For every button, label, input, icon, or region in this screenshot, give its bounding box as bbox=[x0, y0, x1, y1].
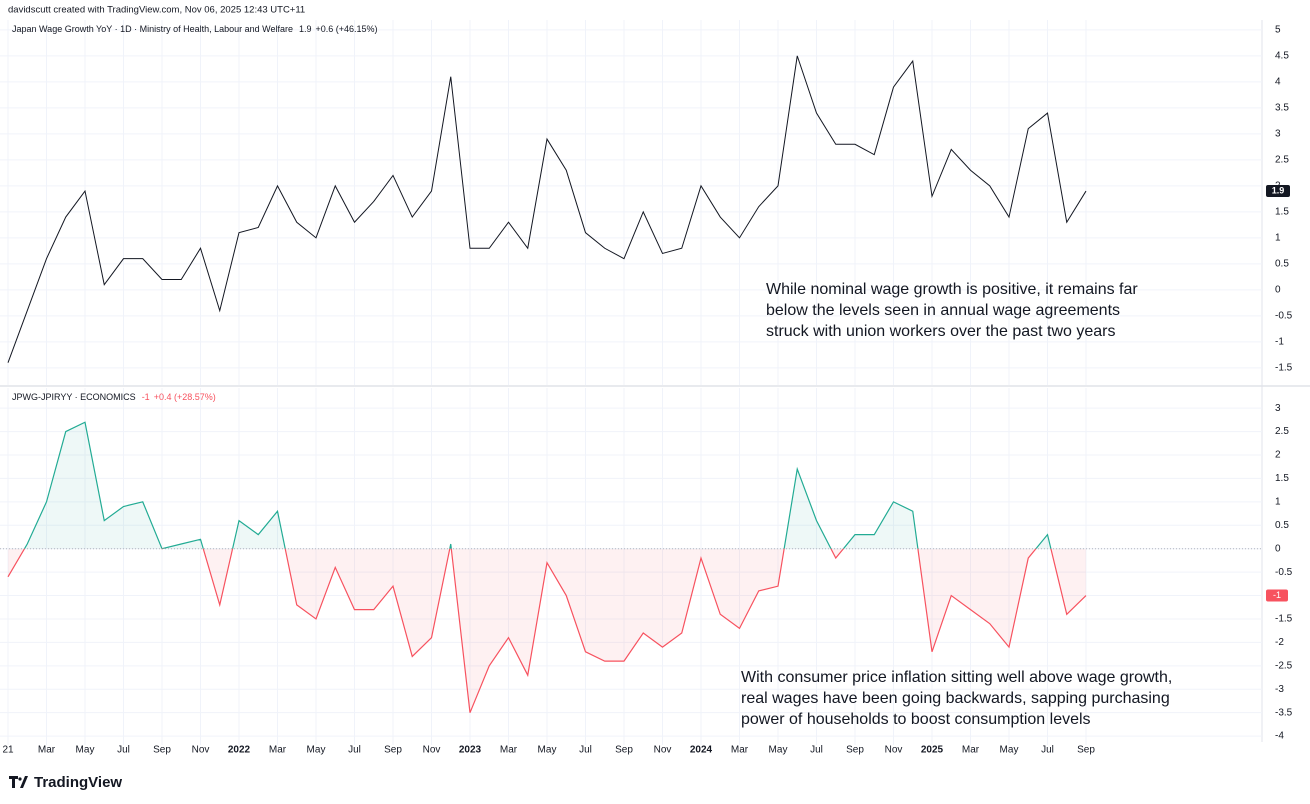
y-tick-label: -0.5 bbox=[1275, 310, 1293, 321]
logo bbox=[9, 776, 28, 788]
y-tick-label: 0 bbox=[1275, 543, 1281, 554]
y-tick-label: -2 bbox=[1275, 637, 1284, 648]
last-value-badge bbox=[1266, 589, 1288, 602]
x-tick-label: 2022 bbox=[228, 745, 251, 756]
x-tick-label: Nov bbox=[885, 745, 903, 756]
x-tick-label: Mar bbox=[38, 745, 56, 756]
annotation: While nominal wage growth is positive, i… bbox=[766, 281, 1138, 298]
brand: TradingView bbox=[34, 774, 122, 791]
annotation: below the levels seen in annual wage agr… bbox=[766, 302, 1120, 319]
last-value-label: -1 bbox=[1273, 590, 1281, 600]
y-tick-label: -1.5 bbox=[1275, 614, 1293, 625]
x-tick-label: Jul bbox=[579, 745, 592, 756]
y-tick-label: 0 bbox=[1275, 284, 1281, 295]
legend-title: Japan Wage Growth YoY · 1D · Ministry of… bbox=[12, 24, 293, 34]
x-tick-label: Mar bbox=[269, 745, 287, 756]
x-tick-label: Sep bbox=[384, 745, 402, 756]
x-tick-label: May bbox=[307, 745, 326, 756]
x-tick-label: Nov bbox=[192, 745, 210, 756]
negative-line bbox=[7, 548, 1087, 713]
x-tick-label: Mar bbox=[500, 745, 518, 756]
y-tick-label: 1.5 bbox=[1275, 473, 1289, 484]
x-tick-label: May bbox=[769, 745, 788, 756]
annotation: real wages have been going backwards, sa… bbox=[741, 690, 1170, 707]
x-tick-label: Sep bbox=[1077, 745, 1095, 756]
y-tick-label: 3 bbox=[1275, 129, 1281, 140]
y-tick-label: 5 bbox=[1275, 25, 1281, 36]
y-tick-label: -1.5 bbox=[1275, 362, 1293, 373]
legend-value: 1.9 bbox=[299, 24, 312, 34]
last-value-badge bbox=[1266, 185, 1290, 198]
legend-change: +0.6 (+46.15%) bbox=[316, 24, 378, 34]
legend-title: JPWG-JPIRYY · ECONOMICS bbox=[12, 392, 136, 402]
y-tick-label: 4 bbox=[1275, 77, 1281, 88]
last-value-label: 1.9 bbox=[1272, 185, 1285, 195]
x-tick-label: Mar bbox=[962, 745, 980, 756]
y-tick-label: 0.5 bbox=[1275, 520, 1289, 531]
y-tick-label: 1 bbox=[1275, 496, 1281, 507]
legend-value: -1 bbox=[142, 392, 150, 402]
x-tick-label: 2023 bbox=[459, 745, 482, 756]
y-tick-label: 0.5 bbox=[1275, 258, 1289, 269]
header: davidscutt created with TradingView.com,… bbox=[8, 5, 305, 16]
y-tick-label: 1 bbox=[1275, 232, 1281, 243]
y-tick-label: -1 bbox=[1275, 336, 1284, 347]
y-tick-label: -2.5 bbox=[1275, 660, 1293, 671]
x-tick-label: 21 bbox=[2, 745, 14, 756]
x-tick-label: Jul bbox=[348, 745, 361, 756]
positive-area bbox=[24, 422, 1051, 549]
x-tick-label: May bbox=[538, 745, 557, 756]
x-tick-label: Nov bbox=[654, 745, 672, 756]
x-tick-label: Jul bbox=[810, 745, 823, 756]
positive-line bbox=[23, 421, 1052, 549]
y-tick-label: 3.5 bbox=[1275, 103, 1289, 114]
y-tick-label: -3.5 bbox=[1275, 707, 1293, 718]
y-tick-label: -4 bbox=[1275, 731, 1284, 742]
x-tick-label: Mar bbox=[731, 745, 749, 756]
y-tick-label: 2 bbox=[1275, 450, 1281, 461]
x-tick-label: 2025 bbox=[921, 745, 944, 756]
annotation: With consumer price inflation sitting we… bbox=[741, 669, 1172, 686]
negative-area bbox=[8, 548, 1086, 713]
y-tick-label: 4.5 bbox=[1275, 51, 1289, 62]
x-tick-label: Jul bbox=[117, 745, 130, 756]
y-tick-label: 2.5 bbox=[1275, 155, 1289, 166]
x-tick-label: Sep bbox=[153, 745, 171, 756]
series-line bbox=[7, 55, 1087, 363]
y-tick-label: 2.5 bbox=[1275, 426, 1289, 437]
x-tick-label: May bbox=[1000, 745, 1019, 756]
legend: Japan Wage Growth YoY · 1D · Ministry of… bbox=[12, 24, 378, 34]
x-tick-label: May bbox=[76, 745, 95, 756]
x-tick-label: Nov bbox=[423, 745, 441, 756]
y-tick-label: -3 bbox=[1275, 684, 1284, 695]
y-tick-label: 1.5 bbox=[1275, 206, 1289, 217]
annotation: struck with union workers over the past … bbox=[766, 323, 1115, 340]
y-tick-label: 3 bbox=[1275, 403, 1281, 414]
y-tick-label: -0.5 bbox=[1275, 567, 1293, 578]
legend: JPWG-JPIRYY · ECONOMICS -1 +0.4 (+28.57%) bbox=[12, 392, 216, 402]
x-tick-label: Jul bbox=[1041, 745, 1054, 756]
legend-change: +0.4 (+28.57%) bbox=[154, 392, 216, 402]
annotation: power of households to boost consumption… bbox=[741, 711, 1091, 728]
x-tick-label: Sep bbox=[846, 745, 864, 756]
x-tick-label: Sep bbox=[615, 745, 633, 756]
x-tick-label: 2024 bbox=[690, 745, 713, 756]
